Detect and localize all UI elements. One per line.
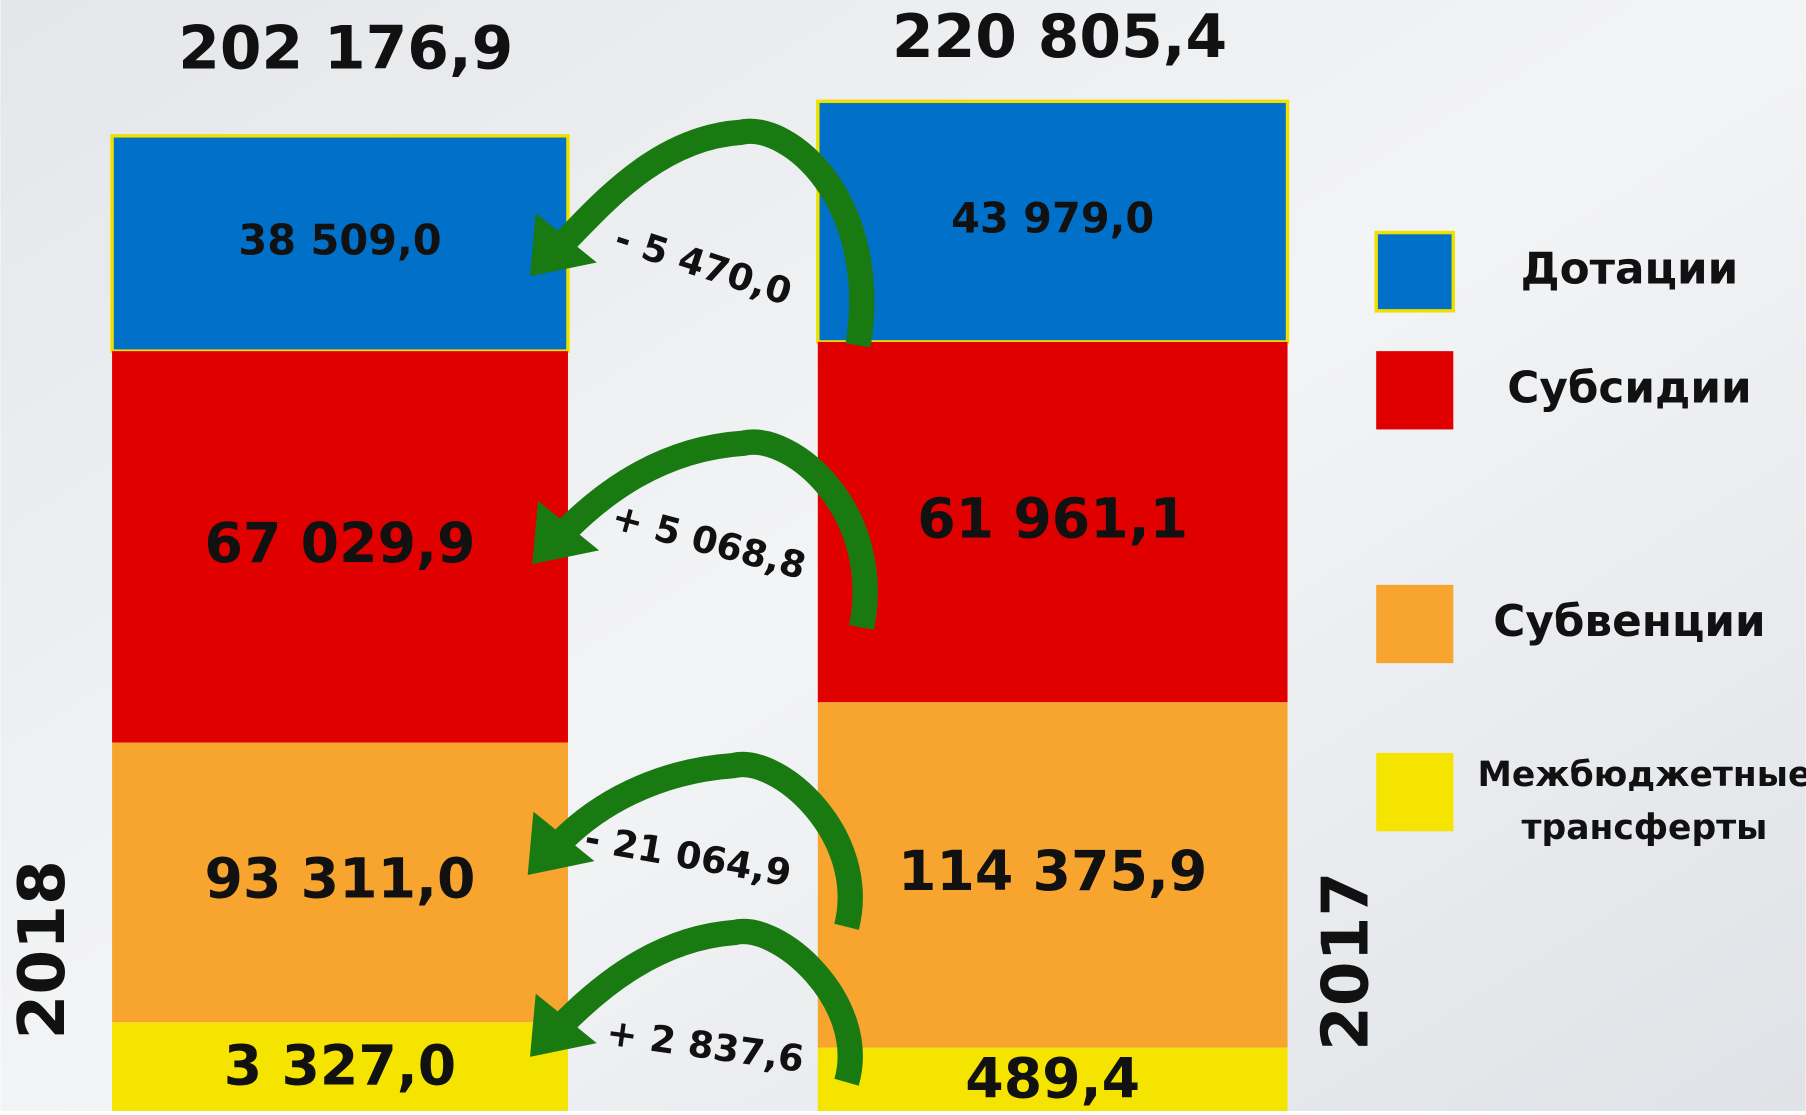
bar-segment	[817, 1047, 1288, 1111]
change-arrow	[557, 429, 878, 630]
change-arrow	[555, 118, 875, 348]
legend-label: Субвенции	[1493, 596, 1765, 647]
legend-label: Субсидии	[1507, 362, 1751, 413]
value-label: 114 375,9	[898, 840, 1207, 904]
total-label: 220 805,4	[892, 2, 1227, 72]
legend-swatch	[1374, 230, 1456, 313]
legend-swatch	[1376, 584, 1454, 664]
year-label: 2017	[1308, 872, 1383, 1051]
bar-segment	[110, 134, 570, 353]
bar-segment	[112, 742, 568, 1023]
legend-swatch	[1376, 752, 1454, 832]
bar-segment	[112, 1022, 568, 1111]
value-label: 489,4	[965, 1047, 1140, 1111]
arrow-head	[529, 212, 597, 277]
change-arrow	[555, 918, 863, 1086]
legend-label: Дотации	[1521, 244, 1739, 295]
arrow-head	[532, 500, 600, 565]
change-arrow	[553, 751, 863, 930]
bar-segment	[816, 99, 1290, 344]
arrow-head	[529, 993, 597, 1057]
legend-line: трансферты	[1521, 807, 1767, 847]
value-label: 3 327,0	[224, 1035, 456, 1099]
year-label: 2018	[5, 860, 80, 1039]
value-label: 61 961,1	[917, 487, 1188, 551]
arrow-head	[527, 811, 595, 875]
bar-segment	[817, 341, 1288, 703]
bar-segment	[817, 702, 1288, 1048]
legend-label: Межбюджетные трансферты	[1477, 754, 1806, 847]
value-label: 93 311,0	[205, 848, 476, 912]
value-label: 38 509,0	[238, 216, 441, 264]
bar-segment	[112, 351, 568, 743]
value-label: 43 979,0	[951, 195, 1154, 243]
total-label: 202 176,9	[178, 13, 513, 83]
legend-swatch	[1376, 351, 1454, 430]
legend-line: Межбюджетные	[1477, 754, 1806, 794]
value-label: 67 029,9	[205, 512, 476, 576]
